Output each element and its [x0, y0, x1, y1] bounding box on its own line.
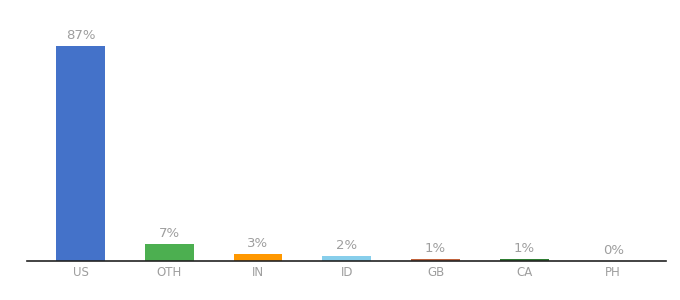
- Bar: [500, 259, 549, 261]
- Bar: [56, 46, 105, 261]
- Bar: [411, 259, 460, 261]
- Text: 0%: 0%: [602, 244, 624, 257]
- Bar: [322, 256, 371, 261]
- Bar: [234, 254, 282, 261]
- Bar: [145, 244, 194, 261]
- Text: 1%: 1%: [425, 242, 446, 255]
- Text: 2%: 2%: [336, 239, 358, 252]
- Text: 7%: 7%: [158, 227, 180, 240]
- Text: 1%: 1%: [514, 242, 535, 255]
- Text: 87%: 87%: [66, 29, 95, 42]
- Text: 3%: 3%: [248, 237, 269, 250]
